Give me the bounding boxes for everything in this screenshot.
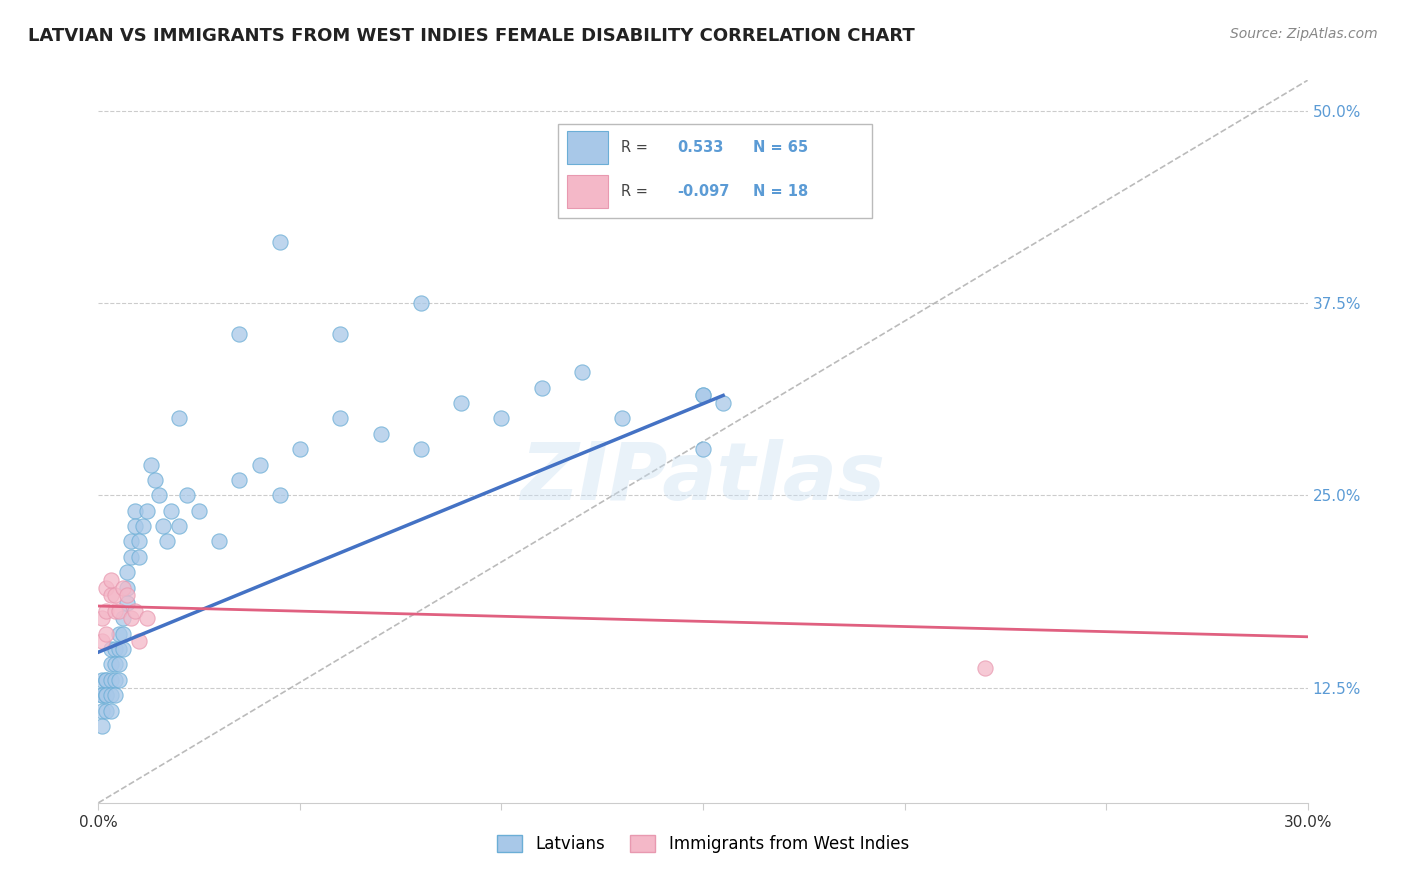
Point [288, 442, 311, 457]
Point [103, 604, 125, 618]
Point [115, 588, 138, 602]
Point [107, 657, 129, 672]
Point [692, 442, 714, 457]
Point [100, 573, 122, 587]
Legend: Latvians, Immigrants from West Indies: Latvians, Immigrants from West Indies [491, 828, 915, 860]
Point [128, 534, 150, 549]
Point [100, 657, 122, 672]
Text: ZIPatlas: ZIPatlas [520, 439, 886, 516]
Point [91, 688, 114, 702]
Point [96, 688, 118, 702]
Point [111, 611, 134, 625]
Point [100, 673, 122, 687]
Point [96, 688, 118, 702]
Point [139, 458, 162, 472]
Point [128, 549, 150, 564]
Point [107, 673, 129, 687]
Point [571, 365, 593, 379]
Point [96, 673, 118, 687]
Point [711, 396, 734, 410]
Point [249, 458, 271, 472]
Point [107, 642, 129, 657]
Point [450, 396, 472, 410]
Point [152, 519, 174, 533]
Point [107, 604, 129, 618]
Point [96, 581, 118, 595]
Point [409, 442, 432, 457]
Point [91, 688, 114, 702]
Point [103, 673, 125, 687]
Point [228, 326, 250, 341]
Point [692, 388, 714, 402]
Point [103, 642, 125, 657]
Point [100, 688, 122, 702]
Point [91, 611, 114, 625]
Point [974, 660, 997, 674]
Point [124, 604, 146, 618]
Point [612, 411, 634, 425]
Point [188, 504, 211, 518]
Point [103, 688, 125, 702]
Point [91, 634, 114, 648]
Point [120, 549, 142, 564]
Point [530, 381, 553, 395]
Point [100, 642, 122, 657]
Point [91, 673, 114, 687]
Point [91, 704, 114, 718]
Point [409, 296, 432, 310]
Point [120, 611, 142, 625]
Point [91, 719, 114, 733]
Point [96, 673, 118, 687]
Point [491, 411, 513, 425]
Point [96, 704, 118, 718]
Point [100, 704, 122, 718]
Point [135, 504, 157, 518]
Point [111, 642, 134, 657]
Point [370, 426, 392, 441]
Point [269, 488, 291, 502]
Point [208, 534, 231, 549]
Point [329, 326, 352, 341]
Point [96, 604, 118, 618]
Text: Source: ZipAtlas.com: Source: ZipAtlas.com [1230, 27, 1378, 41]
Point [103, 657, 125, 672]
Point [124, 519, 146, 533]
Point [128, 634, 150, 648]
Point [135, 611, 157, 625]
Text: LATVIAN VS IMMIGRANTS FROM WEST INDIES FEMALE DISABILITY CORRELATION CHART: LATVIAN VS IMMIGRANTS FROM WEST INDIES F… [28, 27, 915, 45]
Point [107, 626, 129, 640]
Point [100, 588, 122, 602]
Point [160, 504, 183, 518]
Point [115, 581, 138, 595]
Point [156, 534, 179, 549]
Point [143, 473, 166, 487]
Point [115, 565, 138, 579]
Point [148, 488, 170, 502]
Point [167, 411, 190, 425]
Point [120, 534, 142, 549]
Point [132, 519, 155, 533]
Point [115, 596, 138, 610]
Point [269, 235, 291, 249]
Point [228, 473, 250, 487]
Point [329, 411, 352, 425]
Point [96, 626, 118, 640]
Point [111, 581, 134, 595]
Point [124, 504, 146, 518]
Point [103, 588, 125, 602]
Point [176, 488, 198, 502]
Point [111, 626, 134, 640]
Point [167, 519, 190, 533]
Point [692, 388, 714, 402]
